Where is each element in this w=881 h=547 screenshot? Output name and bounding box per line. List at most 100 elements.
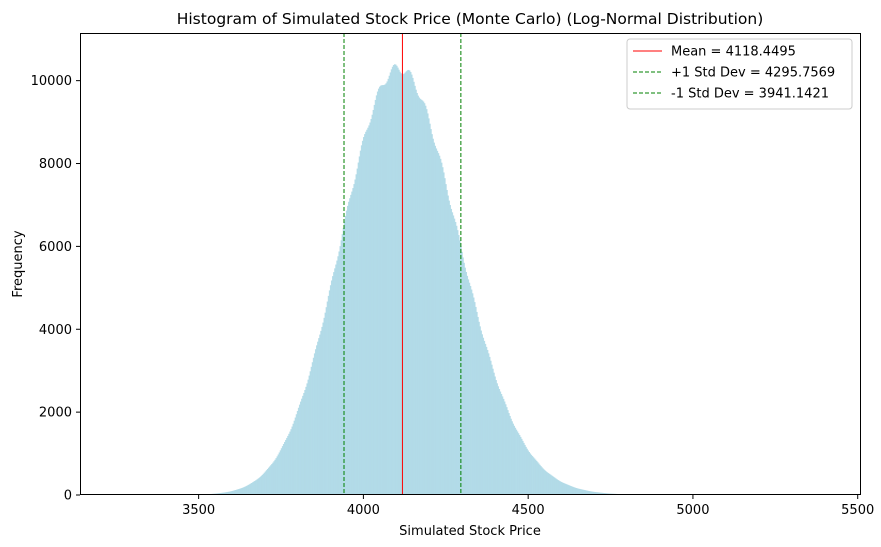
histogram-bar [478,321,480,495]
histogram-bar [584,490,586,495]
histogram-bar [319,334,321,495]
histogram-bar [259,477,261,495]
histogram-bar [582,489,585,495]
histogram-bar [335,264,337,495]
histogram-bar [571,486,573,495]
histogram-bar [448,200,450,495]
histogram-bar [572,486,574,495]
histogram-bar [497,386,500,495]
histogram-bar [282,444,285,495]
histogram-bar [328,290,331,495]
histogram-bar [545,471,548,495]
histogram-bar [345,210,348,495]
histogram-bar [286,437,288,495]
histogram-bar [515,429,518,495]
histogram-bar [395,64,397,495]
histogram-bar [308,375,311,495]
histogram-bar [298,404,301,495]
histogram-bar [541,467,543,495]
histogram-bar [296,410,299,495]
histogram-bar [577,488,580,495]
histogram-bar [257,478,259,495]
histogram-bar [467,279,470,495]
histogram-bar [446,189,448,496]
histogram-bar [377,88,380,496]
histogram-bar [502,398,505,495]
histogram-bar [386,81,388,496]
histogram-bar [363,137,365,495]
histogram-bar [539,464,541,495]
histogram-bar [427,113,429,496]
histogram-bar [285,439,287,495]
histogram-bar [325,307,328,495]
x-axis-label: Simulated Stock Price [399,524,541,539]
histogram-bar [349,198,351,495]
histogram-bar [303,392,305,495]
histogram-bar [277,454,280,495]
histogram-bar [464,267,466,495]
histogram-bar [311,362,314,495]
histogram-bar [322,322,324,495]
histogram-bar [272,462,274,495]
histogram-bar [538,463,540,495]
histogram-bar [262,473,265,495]
histogram-bar [359,150,362,496]
histogram-bar [413,81,415,495]
histogram-bar [542,468,544,495]
histogram-bar [264,471,267,495]
histogram-bar [366,129,368,495]
histogram-bar [250,482,253,495]
histogram-bar [428,118,430,496]
histogram-bar [339,246,341,495]
legend-label: Mean = 4118.4495 [671,45,796,60]
histogram-bar [498,389,501,495]
histogram-bar [244,486,246,495]
histogram-bar [438,155,441,495]
histogram-bar [591,491,593,495]
histogram-bar [477,316,479,495]
y-axis-ticks: 0 2000 4000 6000 8000 10000 [31,74,80,504]
histogram-bar [447,195,449,495]
histogram-bar [566,484,569,495]
histogram-bar [280,448,283,495]
histogram-bar [475,306,477,495]
histogram-bars [169,64,675,496]
histogram-bar [358,156,361,495]
histogram-bar [269,466,271,495]
histogram-bar [483,340,486,495]
histogram-bar [240,488,242,495]
histogram-bar [384,84,386,495]
histogram-bar [459,240,461,495]
histogram-bar [279,450,282,495]
histogram-bar [434,145,437,495]
histogram-bar [451,212,454,495]
histogram-bar [482,337,485,495]
histogram-bar [429,123,431,495]
y-tick-label: 8000 [39,157,72,172]
histogram-bar [294,417,297,495]
histogram-bar [600,492,602,495]
histogram-bar [316,345,318,495]
histogram-bar [575,487,577,495]
legend: Mean = 4118.4495 +1 Std Dev = 4295.7569 -1… [626,38,853,110]
histogram-bar [226,492,228,495]
histogram-bar [433,142,435,495]
histogram-bar [371,114,374,496]
histogram-bar [533,458,536,495]
histogram-bar [445,184,447,496]
histogram-bar [449,205,451,495]
histogram-bar [543,469,545,495]
histogram-bar [418,97,421,495]
histogram-bar [578,488,581,495]
histogram-bar [330,280,333,495]
histogram-bar [580,489,583,495]
histogram-bar [476,311,478,495]
y-tick-label: 10000 [31,74,72,89]
histogram-bar [592,491,595,495]
histogram-bar [518,435,521,495]
histogram-bar [568,485,570,495]
histogram-bar [302,395,304,495]
histogram-bar [233,490,236,495]
histogram-bar [255,480,257,495]
histogram-bar [522,440,524,495]
